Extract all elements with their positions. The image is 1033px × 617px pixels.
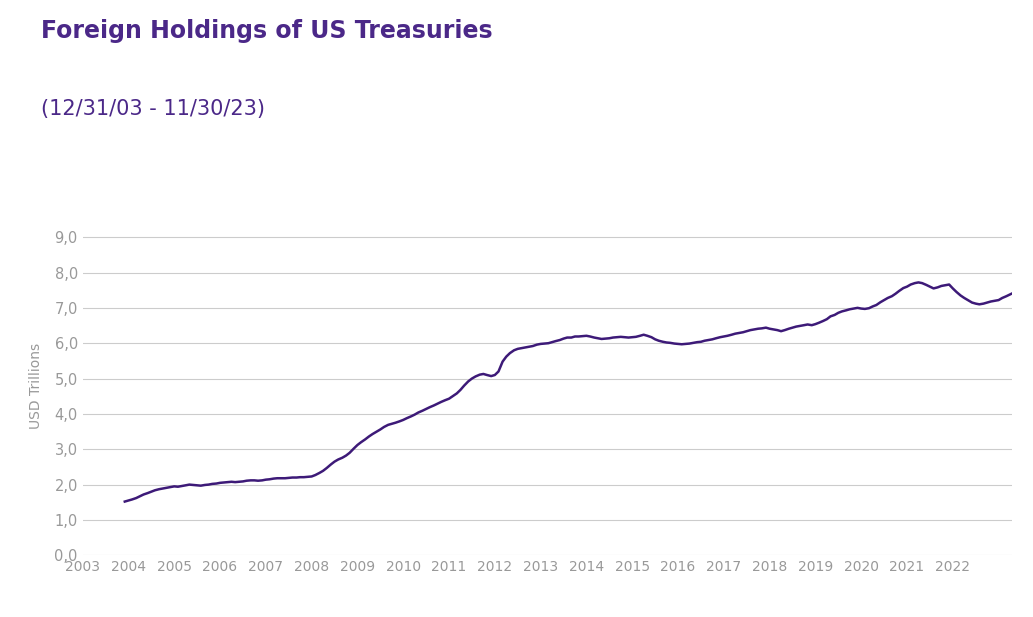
Text: (12/31/03 - 11/30/23): (12/31/03 - 11/30/23) [41, 99, 265, 118]
Y-axis label: USD Trillions: USD Trillions [29, 342, 43, 429]
Text: Foreign Holdings of US Treasuries: Foreign Holdings of US Treasuries [41, 19, 493, 43]
